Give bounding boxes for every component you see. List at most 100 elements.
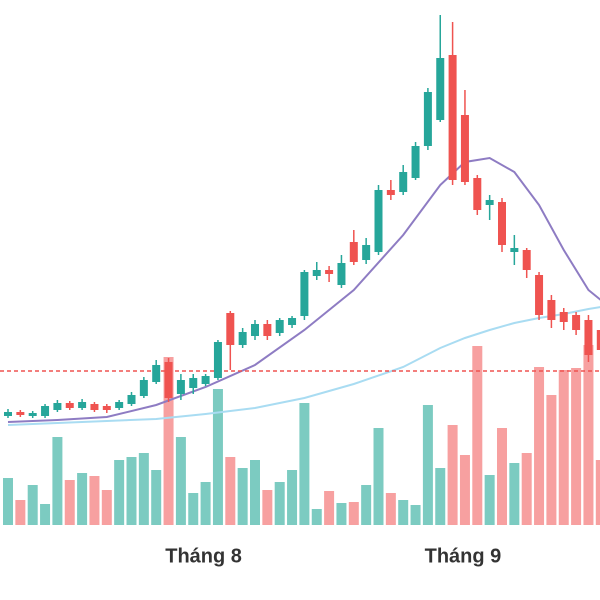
volume-bar bbox=[361, 485, 372, 525]
candle-body bbox=[473, 178, 482, 210]
volume-bar bbox=[212, 389, 223, 525]
candle-body bbox=[572, 315, 581, 330]
candle-body bbox=[115, 402, 124, 408]
candle-body bbox=[263, 324, 272, 336]
candle-body bbox=[337, 263, 346, 285]
volume-bar bbox=[237, 468, 248, 525]
volume-bar bbox=[336, 503, 347, 525]
volume-bar bbox=[558, 370, 569, 525]
candle-body bbox=[90, 404, 99, 410]
volume-bar bbox=[497, 428, 507, 525]
candle-body bbox=[436, 58, 445, 120]
candle-body bbox=[176, 380, 185, 394]
candle-body bbox=[362, 245, 371, 260]
volume-bar bbox=[435, 468, 446, 525]
candle-body bbox=[201, 376, 210, 384]
volume-bar bbox=[484, 475, 495, 525]
x-tick-label: Tháng 9 bbox=[425, 545, 502, 567]
x-tick-label: Tháng 8 bbox=[165, 545, 242, 567]
candle-body bbox=[251, 324, 259, 336]
volume-bar bbox=[126, 457, 137, 525]
volume-bar bbox=[324, 491, 335, 525]
candle-body bbox=[300, 272, 309, 316]
volume-bar bbox=[138, 453, 149, 525]
volume-bar bbox=[15, 500, 26, 525]
volume-bar bbox=[40, 504, 51, 525]
volume-bar bbox=[472, 346, 483, 525]
volume-bar bbox=[287, 470, 298, 525]
candle-body bbox=[53, 403, 62, 410]
volume-bar bbox=[114, 460, 125, 525]
volume-bar bbox=[101, 490, 112, 525]
volume-bar bbox=[459, 455, 470, 525]
volume-bar bbox=[250, 460, 260, 525]
candle-body bbox=[374, 190, 383, 252]
volume-bar bbox=[77, 473, 88, 525]
candle-body bbox=[288, 318, 297, 325]
moving-average-line bbox=[7, 156, 600, 423]
volume-bar bbox=[595, 460, 600, 525]
volume-bar bbox=[225, 457, 236, 525]
candle-body bbox=[102, 406, 111, 410]
volume-bar bbox=[509, 463, 520, 525]
candle-body bbox=[510, 248, 519, 252]
volume-bar bbox=[274, 482, 285, 525]
candle-body bbox=[139, 380, 148, 396]
candle-body bbox=[535, 275, 544, 315]
candle-body bbox=[547, 300, 556, 320]
candle-body bbox=[596, 330, 600, 350]
candle-body bbox=[312, 270, 321, 276]
volume-bar bbox=[447, 425, 458, 525]
candle-body bbox=[41, 406, 50, 416]
volume-bar bbox=[583, 345, 594, 525]
volume-bar bbox=[385, 493, 396, 525]
volume-bar bbox=[151, 470, 162, 525]
candle-body bbox=[65, 403, 74, 408]
volume-bar bbox=[521, 453, 532, 525]
volume-bar bbox=[299, 403, 310, 525]
candle-body bbox=[386, 190, 395, 195]
volume-bar bbox=[410, 505, 421, 525]
candle-body bbox=[189, 378, 198, 388]
volume-bar bbox=[27, 485, 38, 525]
candle-body bbox=[238, 332, 247, 345]
volume-bar bbox=[64, 480, 75, 525]
candle-body bbox=[423, 92, 432, 146]
candle-body bbox=[399, 172, 408, 192]
candle-body bbox=[226, 313, 235, 345]
candle-body bbox=[485, 200, 494, 205]
volume-bar bbox=[52, 437, 63, 525]
candle-body bbox=[275, 320, 284, 333]
volume-bar bbox=[163, 357, 174, 525]
candle-body bbox=[522, 250, 531, 270]
candle-body bbox=[460, 115, 469, 182]
candle-body bbox=[164, 362, 173, 398]
volume-bar bbox=[546, 395, 557, 525]
volume-bar bbox=[348, 502, 359, 525]
volume-bar bbox=[398, 500, 409, 525]
candle-body bbox=[325, 270, 334, 274]
candle-body bbox=[349, 242, 358, 262]
candle-body bbox=[28, 413, 37, 416]
candle-body bbox=[213, 342, 222, 378]
candle-body bbox=[411, 146, 420, 178]
candle-body bbox=[448, 55, 457, 180]
candle-body bbox=[584, 320, 593, 355]
candle-body bbox=[16, 412, 25, 415]
volume-bar bbox=[311, 509, 322, 525]
moving-average-line bbox=[7, 306, 600, 426]
candle-body bbox=[498, 202, 506, 245]
candle-body bbox=[78, 402, 87, 408]
candle-body bbox=[559, 312, 568, 322]
volume-bar bbox=[262, 490, 273, 525]
volume-bar bbox=[89, 476, 100, 525]
volume-bar bbox=[175, 437, 186, 525]
candle-body bbox=[152, 365, 161, 382]
volume-bar bbox=[188, 493, 199, 525]
volume-bar bbox=[3, 478, 13, 525]
volume-bar bbox=[571, 368, 582, 525]
candle-body bbox=[127, 395, 136, 404]
volume-bar bbox=[422, 405, 433, 525]
volume-bar bbox=[200, 482, 211, 525]
